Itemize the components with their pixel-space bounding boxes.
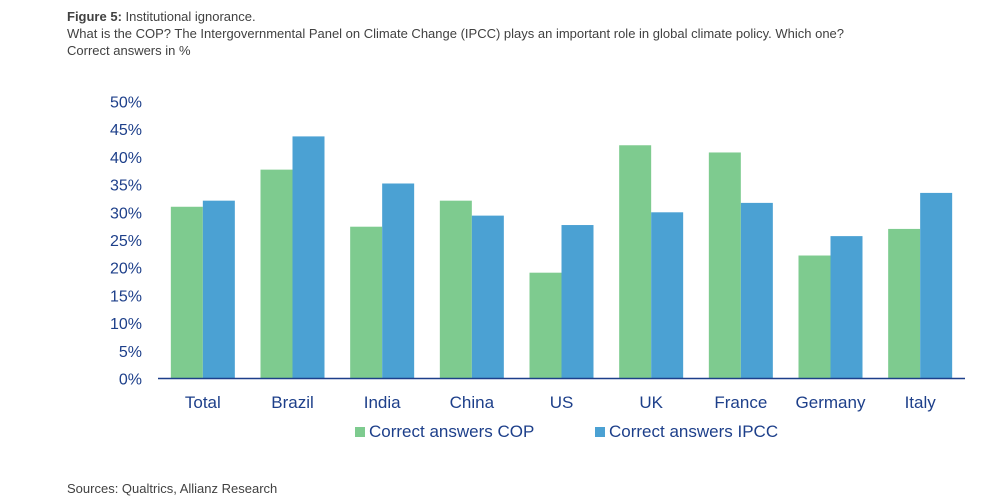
bar-cop <box>888 228 921 379</box>
bar-chart: 0% 5% 10% 15% 20% 25% 30% 35% 40% 45% 50% Total Braz… <box>110 95 965 441</box>
bar-cop <box>529 272 562 379</box>
y-tick-label: 5% <box>119 344 142 361</box>
bar-ipcc <box>471 215 504 379</box>
x-category-label: Germany <box>796 393 866 412</box>
y-tick-label: 20% <box>110 261 142 278</box>
y-tick-label: 35% <box>110 178 142 195</box>
bar-ipcc <box>382 183 415 379</box>
y-tick-label: 45% <box>110 122 142 139</box>
bar-ipcc <box>920 192 953 379</box>
y-tick-label: 15% <box>110 288 142 305</box>
bar-cop <box>260 169 293 379</box>
y-tick-label: 50% <box>110 95 142 112</box>
x-category-label: Brazil <box>271 393 314 412</box>
figure-title: Institutional ignorance. <box>125 9 256 24</box>
bar-cop <box>708 152 741 379</box>
y-tick-label: 10% <box>110 316 142 333</box>
legend-swatch <box>355 427 365 437</box>
y-tick-label: 30% <box>110 205 142 222</box>
figure-subtitle: What is the COP? The Intergovernmental P… <box>67 26 845 41</box>
x-category-label: Total <box>185 393 221 412</box>
bar-ipcc <box>830 236 863 379</box>
figure-units: Correct answers in % <box>67 43 191 58</box>
legend-label: Correct answers IPCC <box>609 422 778 441</box>
y-tick-label: 40% <box>110 150 142 167</box>
bar-cop <box>170 206 203 379</box>
x-category-label: UK <box>639 393 663 412</box>
legend-label: Correct answers COP <box>369 422 534 441</box>
x-category-label: China <box>450 393 495 412</box>
bar-cop <box>619 145 652 379</box>
bar-ipcc <box>561 225 594 379</box>
bar-cop <box>798 255 831 379</box>
bar-cop <box>350 226 383 379</box>
x-category-label: US <box>550 393 574 412</box>
figure-header: Figure 5: Institutional ignorance. What … <box>67 8 967 59</box>
x-category-label: Italy <box>905 393 937 412</box>
source-note: Sources: Qualtrics, Allianz Research <box>67 481 278 496</box>
x-category-label: France <box>714 393 767 412</box>
figure-title-line: Figure 5: Institutional ignorance. <box>67 8 967 25</box>
figure-label: Figure 5: <box>67 9 122 24</box>
x-category-label: India <box>364 393 401 412</box>
bar-ipcc <box>651 212 684 379</box>
bar-ipcc <box>740 202 773 379</box>
bar-ipcc <box>292 136 325 379</box>
bar-ipcc <box>202 200 235 379</box>
y-tick-label: 25% <box>110 233 142 250</box>
bar-cop <box>439 200 472 379</box>
y-tick-label: 0% <box>119 372 142 389</box>
legend-swatch <box>595 427 605 437</box>
